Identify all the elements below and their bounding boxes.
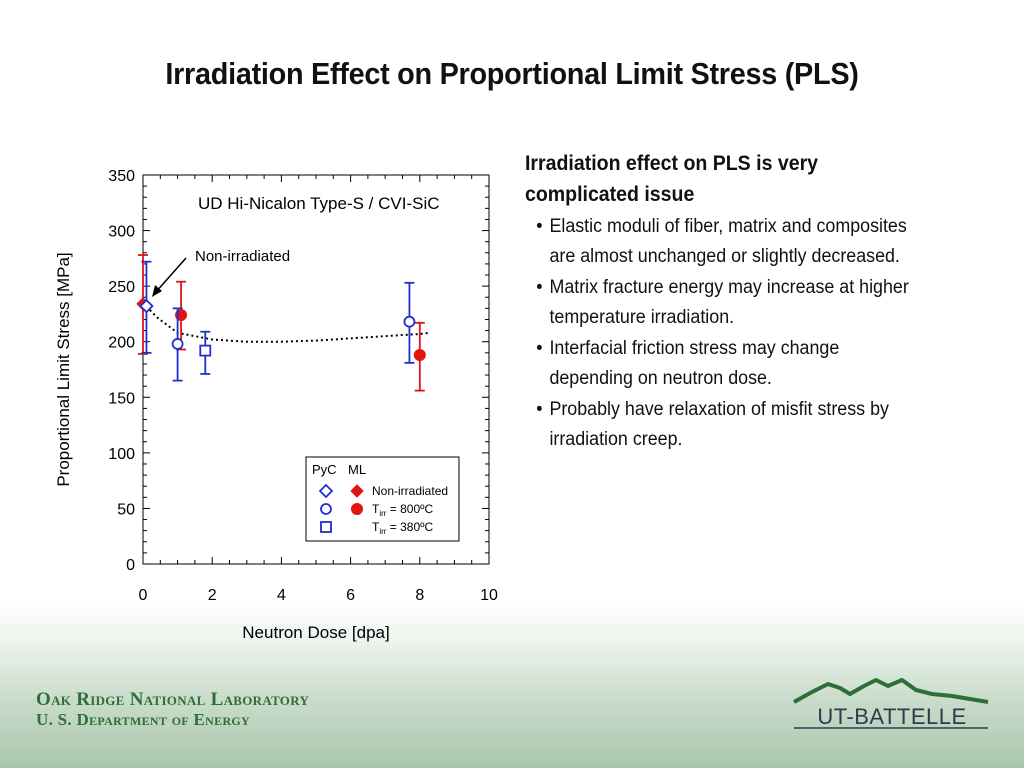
y-tick-label: 300	[108, 224, 135, 241]
legend-header-pyc: PyC	[312, 462, 337, 477]
bullet-text-line: depending on neutron dose.	[549, 368, 772, 389]
y-tick-label: 350	[108, 168, 135, 185]
y-tick-label: 50	[117, 501, 135, 518]
bullet-text-line: irradiation creep.	[549, 429, 683, 450]
legend-pyc-marker	[320, 503, 332, 515]
footer-organization: Oak Ridge National Laboratory U. S. Depa…	[36, 690, 309, 730]
x-axis-label: Neutron Dose [dpa]	[242, 623, 389, 642]
y-axis-label: Proportional Limit Stress [MPa]	[54, 252, 73, 486]
trend-line	[142, 302, 431, 343]
slide-title: Irradiation Effect on Proportional Limit…	[165, 56, 859, 91]
data-point	[413, 349, 426, 362]
bullet-text-line: Interfacial friction stress may change	[549, 338, 840, 359]
bullet-list: • Elastic moduli of fiber, matrix and com…	[525, 212, 995, 455]
legend-label: Tirr = 800ºC	[372, 502, 434, 518]
chart-title: UD Hi-Nicalon Type-S / CVI-SiC	[198, 194, 440, 213]
x-tick-label: 8	[415, 587, 424, 604]
y-tick-label: 200	[108, 335, 135, 352]
legend-ml-marker	[350, 484, 364, 498]
ut-battelle-logo: UT-BATTELLE	[793, 678, 989, 729]
pls-chart: 0 50 100 150 200 250 300 350 0 2 4 6 8 10 Neutron Dose…	[54, 168, 498, 642]
bullet-dot-icon: •	[536, 277, 543, 298]
bullet-heading-line-1: Irradiation effect on PLS is very	[525, 152, 819, 175]
x-tick-label: 10	[480, 587, 498, 604]
y-tick-label: 100	[108, 446, 135, 463]
x-tick-label: 2	[208, 587, 217, 604]
bullet-item: • Probably have relaxation of misfit stre…	[525, 395, 1019, 455]
bullet-dot-icon: •	[536, 399, 543, 420]
annotation-arrow	[154, 257, 187, 294]
y-tick-label: 150	[108, 390, 135, 407]
bullet-panel: Irradiation effect on PLS is very compli…	[525, 148, 995, 456]
bullet-text-line: Matrix fracture energy may increase at h…	[549, 277, 909, 298]
footer-org-line-1: Oak Ridge National Laboratory	[36, 689, 310, 710]
legend-label: Tirr = 380ºC	[372, 520, 434, 536]
bullet-item: • Interfacial friction stress may change d…	[525, 334, 1019, 394]
mountain-logo-icon	[793, 678, 989, 704]
x-tick-label: 0	[139, 587, 148, 604]
data-point	[139, 298, 154, 314]
bullet-dot-icon: •	[536, 216, 543, 237]
x-tick-label: 6	[346, 587, 355, 604]
annotation-label: Non-irradiated	[195, 248, 290, 265]
data-point	[403, 315, 416, 328]
legend-pyc-marker	[318, 483, 334, 499]
bullet-item: • Matrix fracture energy may increase at …	[525, 273, 1019, 333]
data-point	[199, 344, 212, 357]
bullet-dot-icon: •	[536, 338, 543, 359]
bullet-text-line: Elastic moduli of fiber, matrix and comp…	[549, 216, 907, 237]
legend-pyc-marker	[320, 521, 332, 533]
data-point	[171, 338, 184, 350]
y-tick-label: 250	[108, 279, 135, 296]
bullet-item: • Elastic moduli of fiber, matrix and com…	[525, 212, 1019, 272]
legend-header-ml: ML	[348, 462, 366, 477]
legend-ml-marker	[351, 503, 363, 515]
annotation-arrowhead-icon	[152, 285, 162, 297]
x-tick-label: 4	[277, 587, 286, 604]
bullet-text-line: temperature irradiation.	[549, 307, 735, 328]
y-tick-label: 0	[126, 557, 135, 574]
ut-battelle-logo-text: UT-BATTELLE	[817, 704, 966, 729]
footer-org-line-2: U. S. Department of Energy	[36, 710, 251, 729]
bullet-heading-line-2: complicated issue	[525, 183, 695, 206]
bullet-text-line: are almost unchanged or slightly decreas…	[549, 246, 900, 267]
legend-label: Non-irradiated	[372, 484, 448, 498]
bullet-text-line: Probably have relaxation of misfit stres…	[549, 399, 889, 420]
